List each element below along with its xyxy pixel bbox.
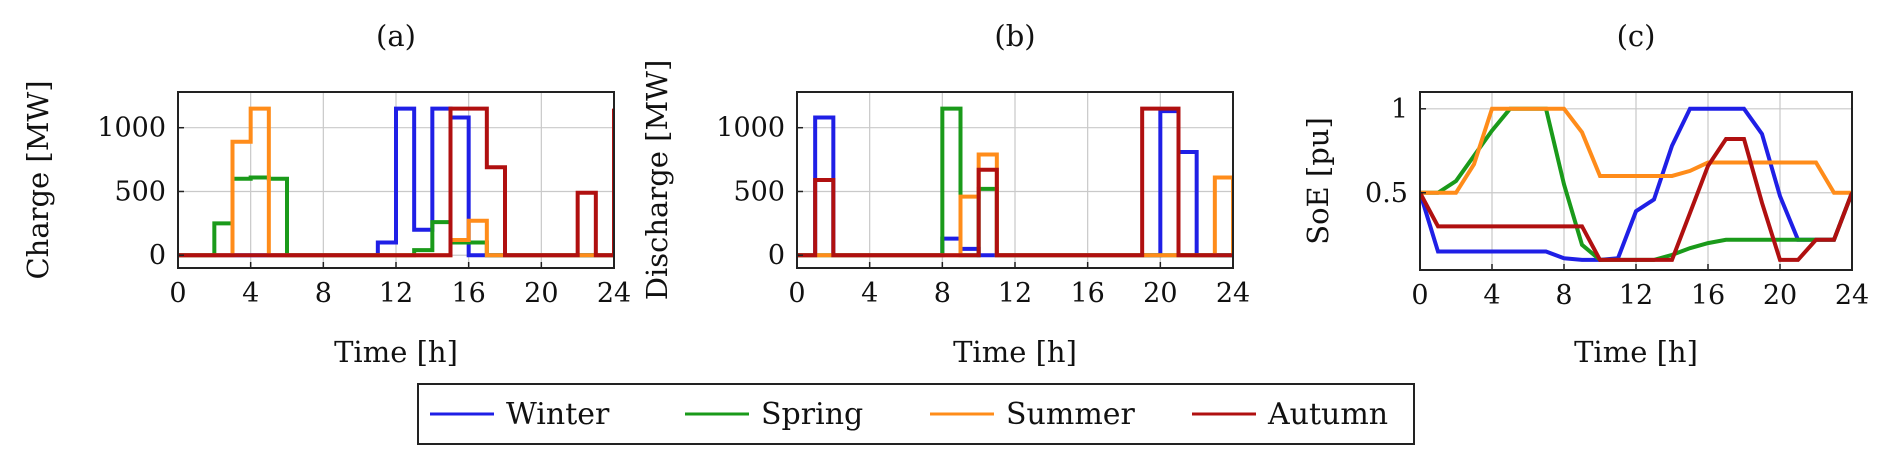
legend-entry-summer: Summer	[930, 397, 1136, 432]
x-tick-label: 8	[315, 278, 332, 309]
x-tick-label: 4	[1483, 280, 1500, 311]
series-line-autumn	[1420, 137, 1852, 262]
x-tick-label: 4	[861, 278, 878, 309]
series-line-autumn	[797, 106, 1233, 258]
y-tick-label: 0	[149, 240, 166, 271]
x-tick-label: 20	[1143, 278, 1177, 309]
x-tick-label: 20	[524, 278, 558, 309]
panel-title: (b)	[994, 19, 1035, 53]
legend: Winter Spring Summer Autumn	[417, 383, 1415, 445]
series-line-winter	[178, 106, 614, 258]
x-tick-label: 20	[1763, 280, 1797, 311]
x-tick-label: 8	[1555, 280, 1572, 311]
panel-title: (a)	[376, 19, 416, 53]
panel-b: 0 4 8 12 16 20 24 0 500 1000 (b) Time [h] Discharge …	[640, 19, 1250, 369]
x-tick-label: 4	[242, 278, 259, 309]
y-tick-label: 1	[1391, 94, 1408, 125]
y-axis-label: Discharge [MW]	[640, 60, 674, 301]
legend-label: Winter	[506, 397, 610, 432]
y-tick-label: 0	[768, 240, 785, 271]
y-tick-label: 500	[114, 176, 166, 207]
x-axis-label: Time [h]	[1574, 335, 1698, 369]
series-line-winter	[1420, 106, 1852, 262]
x-axis-label: Time [h]	[953, 335, 1077, 369]
legend-entry-winter: Winter	[430, 397, 610, 432]
legend-label: Summer	[1006, 397, 1136, 432]
y-axis-label: SoE [pu]	[1301, 117, 1335, 245]
x-tick-label: 12	[1619, 280, 1653, 311]
x-tick-label: 24	[597, 278, 631, 309]
panel-c: 0 4 8 12 16 20 24 0.5 1 (c) Time [h] SoE [pu]	[1301, 19, 1869, 369]
x-tick-label: 24	[1835, 280, 1869, 311]
x-tick-label: 12	[379, 278, 413, 309]
x-tick-label: 24	[1216, 278, 1250, 309]
series-line-summer	[1420, 106, 1852, 195]
x-tick-label: 16	[451, 278, 485, 309]
legend-entry-spring: Spring	[685, 397, 863, 432]
panel-a: 0 4 8 12 16 20 24 0 500 1000 (a) Time [h] Charge [MW…	[21, 19, 631, 369]
y-axis-label: Charge [MW]	[21, 80, 55, 279]
x-tick-label: 16	[1691, 280, 1725, 311]
series-line-autumn	[178, 106, 614, 258]
x-tick-label: 12	[998, 278, 1032, 309]
y-tick-label: 1000	[716, 113, 785, 144]
panel-title: (c)	[1617, 19, 1656, 53]
x-tick-label: 16	[1070, 278, 1104, 309]
x-tick-label: 0	[788, 278, 805, 309]
y-tick-label: 500	[733, 176, 785, 207]
y-tick-label: 1000	[97, 113, 166, 144]
series-group	[178, 106, 614, 258]
legend-label: Autumn	[1267, 397, 1388, 432]
x-tick-label: 0	[169, 278, 186, 309]
legend-entry-autumn: Autumn	[1192, 397, 1388, 432]
x-axis-label: Time [h]	[334, 335, 458, 369]
y-tick-label: 0.5	[1365, 178, 1408, 209]
x-tick-label: 0	[1411, 280, 1428, 311]
legend-label: Spring	[761, 397, 863, 432]
series-group	[1420, 106, 1852, 262]
series-group	[797, 106, 1233, 258]
x-tick-label: 8	[934, 278, 951, 309]
